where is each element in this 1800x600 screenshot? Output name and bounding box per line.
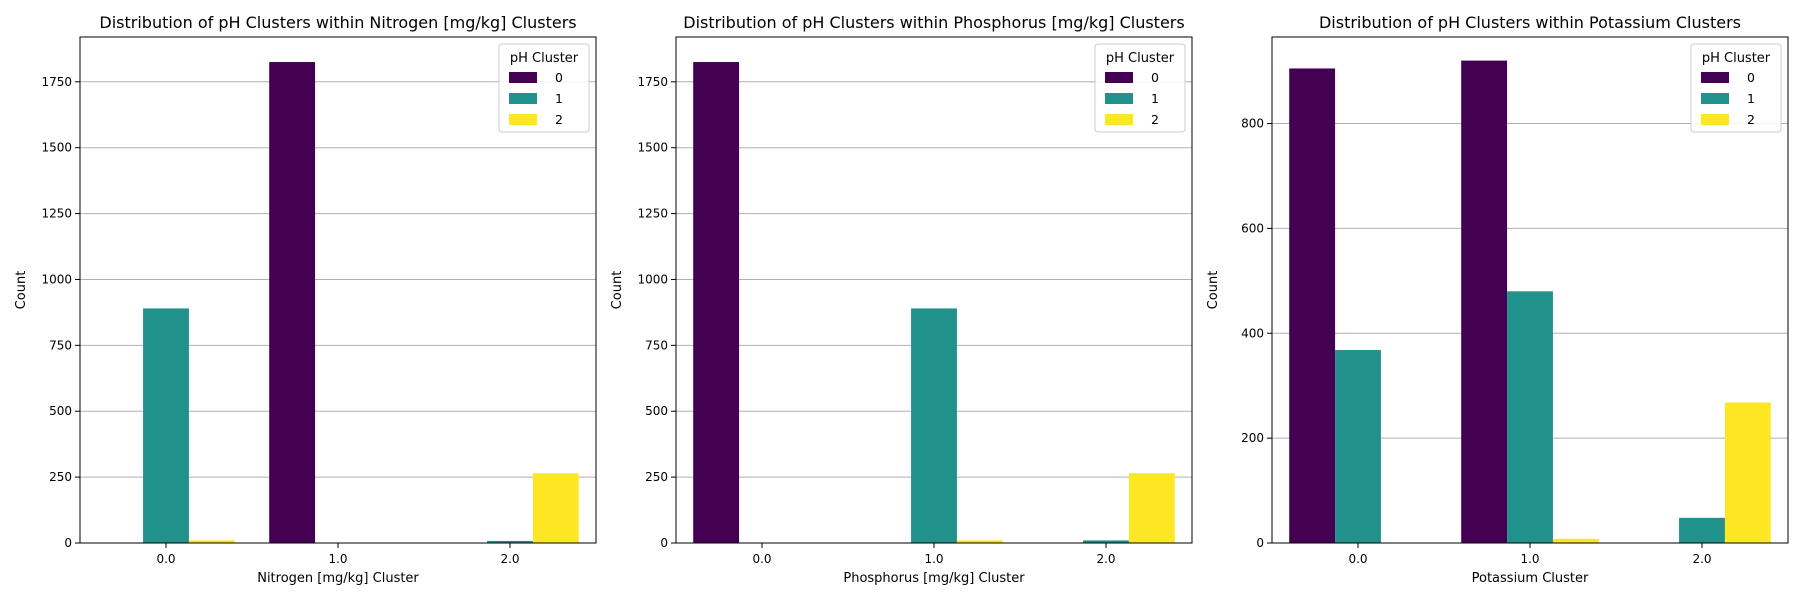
- legend-box: [1690, 43, 1782, 133]
- x-tick-label: 1.0: [924, 552, 943, 566]
- y-tick-label: 1500: [41, 141, 72, 155]
- legend-title: pH Cluster: [510, 51, 579, 66]
- chart-title: Distribution of pH Clusters within Nitro…: [99, 13, 576, 32]
- y-tick-label: 250: [645, 470, 668, 484]
- chart-title: Distribution of pH Clusters within Potas…: [1319, 13, 1741, 32]
- bar-2.0-ph-1: [1679, 517, 1725, 543]
- bar-0.0-ph-0: [693, 62, 740, 543]
- legend-label-0: 0: [555, 70, 563, 85]
- legend-swatch-1: [509, 93, 537, 104]
- bar-1.0-ph-1: [911, 308, 957, 543]
- bar-1.0-ph-1: [1507, 291, 1553, 543]
- legend-label-1: 1: [555, 91, 563, 106]
- legend-swatch-0: [1701, 72, 1729, 83]
- y-tick-label: 500: [49, 404, 72, 418]
- x-tick-label: 1.0: [1520, 552, 1539, 566]
- x-tick-label: 1.0: [328, 552, 347, 566]
- y-tick-label: 250: [49, 470, 72, 484]
- y-tick-label: 0: [64, 536, 72, 550]
- y-axis-label: Count: [14, 271, 29, 310]
- x-axis-label: Nitrogen [mg/kg] Cluster: [257, 571, 419, 586]
- y-tick-label: 400: [1241, 326, 1264, 340]
- y-tick-label: 600: [1241, 221, 1264, 235]
- y-tick-label: 1250: [637, 207, 668, 221]
- y-tick-label: 0: [1256, 536, 1264, 550]
- y-tick-label: 1000: [637, 272, 668, 286]
- legend-swatch-0: [1105, 72, 1133, 83]
- x-tick-label: 0.0: [752, 552, 771, 566]
- bar-1.0-ph-0: [1461, 60, 1508, 543]
- legend-swatch-2: [509, 114, 537, 125]
- x-tick-label: 2.0: [1692, 552, 1711, 566]
- legend: pH Cluster 0 1 2: [1094, 43, 1186, 133]
- chart-panel-1: 0 250 500 750 1000 1250 1500 1750 0.0 1.0 2.0 Distr…: [14, 13, 597, 586]
- y-tick-label: 750: [645, 338, 668, 352]
- bar-2.0-ph-1: [1083, 540, 1129, 543]
- bar-2.0-ph-2: [1724, 402, 1771, 543]
- bar-2.0-ph-1: [487, 540, 533, 543]
- y-tick-label: 1500: [637, 141, 668, 155]
- y-tick-label: 1750: [41, 75, 72, 89]
- bar-1.0-ph-2: [956, 540, 1003, 543]
- legend-label-2: 2: [1747, 112, 1755, 127]
- legend-label-2: 2: [555, 112, 563, 127]
- y-tick-label: 1000: [41, 272, 72, 286]
- legend-swatch-2: [1701, 114, 1729, 125]
- legend-swatch-1: [1105, 93, 1133, 104]
- x-tick-label: 2.0: [500, 552, 519, 566]
- y-axis-label: Count: [610, 271, 625, 310]
- y-tick-label: 0: [660, 536, 668, 550]
- x-tick-label: 2.0: [1096, 552, 1115, 566]
- bar-2.0-ph-2: [532, 473, 579, 543]
- legend-swatch-0: [509, 72, 537, 83]
- legend-box: [498, 43, 590, 133]
- y-tick-label: 1750: [637, 75, 668, 89]
- legend: pH Cluster 0 1 2: [1690, 43, 1782, 133]
- bar-1.0-ph-2: [1552, 538, 1599, 543]
- legend-label-0: 0: [1747, 70, 1755, 85]
- x-tick-label: 0.0: [1348, 552, 1367, 566]
- legend-label-2: 2: [1151, 112, 1159, 127]
- bar-0.0-ph-1: [143, 308, 189, 543]
- legend-label-1: 1: [1747, 91, 1755, 106]
- chart-panel-3: 0 200 400 600 800 0.0 1.0 2.0 Distribution of pH…: [1206, 13, 1789, 586]
- x-axis-label: Phosphorus [mg/kg] Cluster: [843, 571, 1025, 586]
- y-tick-label: 750: [49, 338, 72, 352]
- y-tick-label: 1250: [41, 207, 72, 221]
- chart-panel-2: 0 250 500 750 1000 1250 1500 1750 0.0 1.0 2.0 Distr…: [610, 13, 1193, 586]
- chart-title: Distribution of pH Clusters within Phosp…: [683, 13, 1184, 32]
- y-tick-label: 200: [1241, 431, 1264, 445]
- x-axis-label: Potassium Cluster: [1472, 571, 1589, 586]
- y-tick-label: 500: [645, 404, 668, 418]
- legend-label-0: 0: [1151, 70, 1159, 85]
- x-tick-label: 0.0: [156, 552, 175, 566]
- bar-1.0-ph-0: [269, 62, 316, 543]
- y-axis-label: Count: [1206, 271, 1221, 310]
- legend-box: [1094, 43, 1186, 133]
- bar-0.0-ph-2: [188, 540, 235, 543]
- legend-title: pH Cluster: [1702, 51, 1771, 66]
- legend-title: pH Cluster: [1106, 51, 1175, 66]
- bar-0.0-ph-0: [1289, 68, 1336, 543]
- bar-2.0-ph-2: [1128, 473, 1175, 543]
- legend: pH Cluster 0 1 2: [498, 43, 590, 133]
- legend-label-1: 1: [1151, 91, 1159, 106]
- bar-0.0-ph-1: [1335, 350, 1381, 543]
- legend-swatch-2: [1105, 114, 1133, 125]
- legend-swatch-1: [1701, 93, 1729, 104]
- y-tick-label: 800: [1241, 117, 1264, 131]
